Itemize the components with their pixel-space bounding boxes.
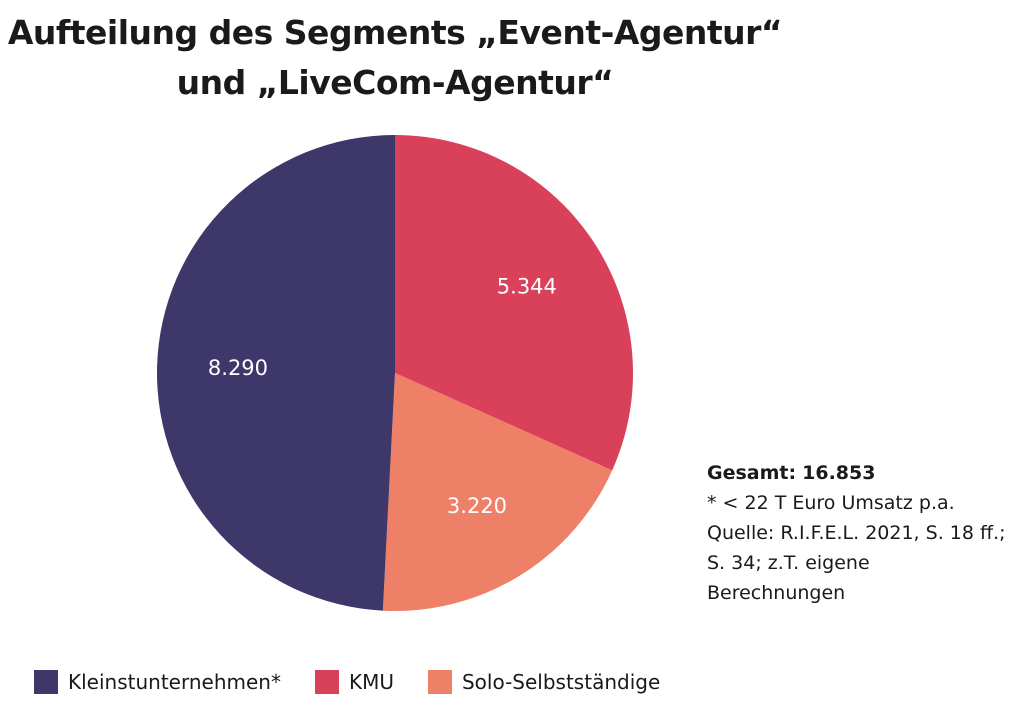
- info-box: Gesamt: 16.853 * < 22 T Euro Umsatz p.a.…: [707, 458, 1007, 608]
- legend-item-kmu: KMU: [314, 670, 394, 694]
- total-line: Gesamt: 16.853: [707, 458, 1007, 488]
- pie-label-kleinstunternehmen: 8.290: [208, 356, 268, 380]
- source-note: Quelle: R.I.F.E.L. 2021, S. 18 ff.; S. 3…: [707, 522, 1006, 604]
- footnote: * < 22 T Euro Umsatz p.a.: [707, 492, 955, 514]
- legend-swatch-kmu: [314, 670, 339, 694]
- legend-label-kleinstunternehmen: Kleinstunternehmen*: [68, 670, 281, 694]
- legend-item-kleinstunternehmen: Kleinstunternehmen*: [34, 670, 281, 694]
- pie-label-solo-selbstst-ndige: 3.220: [447, 494, 507, 518]
- chart-title: Aufteilung des Segments „Event-Agentur“ …: [0, 8, 790, 108]
- legend: Kleinstunternehmen* KMU Solo-Selbstständ…: [34, 670, 694, 694]
- total-label: Gesamt:: [707, 462, 797, 484]
- pie-slices: [157, 135, 633, 611]
- legend-label-solo: Solo-Selbstständige: [461, 670, 661, 694]
- legend-label-kmu: KMU: [348, 670, 394, 694]
- legend-swatch-kleinstunternehmen: [34, 670, 58, 694]
- pie-label-kmu: 5.344: [497, 275, 557, 299]
- legend-swatch-solo: [427, 670, 452, 694]
- pie-slice-solo-selbstst-ndige: [382, 373, 613, 611]
- pie-labels: 5.344 3.220 8.290: [208, 275, 557, 518]
- chart-title-line2: und „LiveCom-Agentur“: [176, 63, 614, 102]
- total-value: 16.853: [802, 462, 876, 484]
- pie-slice-kleinstunternehmen: [157, 135, 395, 611]
- pie-slice-kmu: [395, 135, 633, 471]
- chart-title-line1: Aufteilung des Segments „Event-Agentur“: [7, 13, 783, 52]
- legend-item-solo: Solo-Selbstständige: [427, 670, 661, 694]
